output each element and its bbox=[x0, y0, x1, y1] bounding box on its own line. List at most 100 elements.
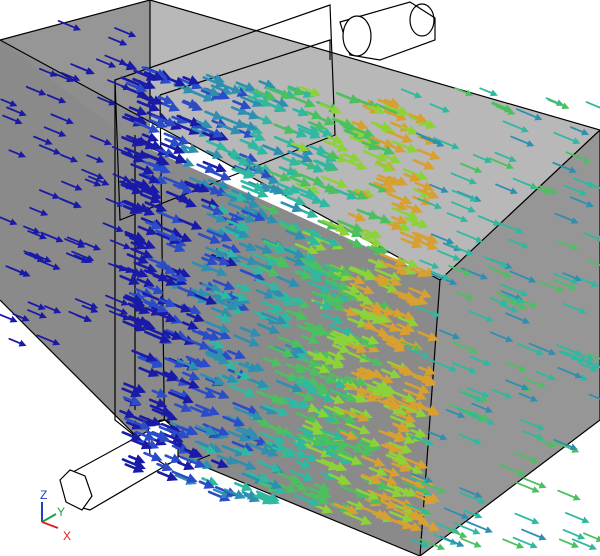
velocity-arrow bbox=[234, 446, 253, 457]
velocity-arrow bbox=[377, 174, 402, 186]
velocity-arrow bbox=[262, 252, 288, 265]
velocity-arrow bbox=[146, 154, 170, 166]
velocity-arrow bbox=[418, 365, 437, 376]
velocity-arrow bbox=[293, 376, 314, 387]
velocity-arrow bbox=[436, 522, 460, 534]
velocity-arrow bbox=[430, 270, 451, 281]
velocity-arrow bbox=[498, 222, 524, 234]
velocity-arrow bbox=[239, 326, 262, 337]
velocity-arrow bbox=[396, 322, 416, 333]
velocity-arrow bbox=[137, 225, 158, 236]
velocity-arrow bbox=[380, 334, 400, 345]
velocity-arrow bbox=[377, 399, 400, 411]
velocity-arrow bbox=[351, 308, 378, 321]
velocity-arrow bbox=[565, 151, 591, 163]
velocity-arrow bbox=[227, 430, 251, 442]
velocity-arrow bbox=[162, 369, 179, 380]
velocity-arrow bbox=[387, 130, 414, 143]
velocity-arrow bbox=[185, 355, 211, 368]
velocity-arrow bbox=[121, 200, 146, 212]
velocity-arrow bbox=[70, 63, 94, 74]
velocity-arrow bbox=[166, 427, 190, 439]
velocity-arrow bbox=[57, 20, 81, 31]
velocity-arrow bbox=[393, 422, 411, 433]
velocity-arrow bbox=[538, 280, 565, 293]
velocity-arrow bbox=[97, 96, 117, 106]
velocity-arrow bbox=[84, 242, 101, 251]
velocity-arrow bbox=[168, 391, 194, 404]
outlet-pipe-opening bbox=[409, 3, 435, 37]
velocity-arrow bbox=[181, 320, 199, 330]
velocity-arrow bbox=[258, 79, 276, 89]
velocity-arrow bbox=[400, 125, 419, 135]
velocity-arrow bbox=[105, 294, 129, 306]
velocity-arrow bbox=[124, 463, 145, 473]
velocity-arrow bbox=[221, 444, 246, 457]
velocity-arrow bbox=[287, 150, 313, 163]
velocity-arrow bbox=[278, 336, 303, 348]
velocity-arrow bbox=[486, 265, 512, 278]
velocity-arrow bbox=[197, 232, 222, 244]
velocity-arrow bbox=[451, 341, 479, 354]
velocity-arrow bbox=[518, 392, 539, 402]
velocity-vectors bbox=[0, 20, 600, 551]
velocity-arrow bbox=[417, 330, 439, 342]
velocity-arrow bbox=[180, 425, 199, 436]
velocity-arrow bbox=[401, 476, 427, 490]
velocity-arrow bbox=[509, 270, 537, 283]
velocity-arrow bbox=[322, 292, 345, 304]
velocity-arrow bbox=[156, 312, 177, 323]
velocity-arrow bbox=[198, 479, 216, 489]
velocity-arrow bbox=[234, 370, 252, 380]
velocity-arrow bbox=[214, 289, 233, 300]
velocity-arrow bbox=[183, 337, 211, 350]
velocity-arrow bbox=[265, 184, 285, 195]
velocity-arrow bbox=[166, 76, 186, 87]
velocity-arrow bbox=[61, 180, 83, 191]
velocity-arrow bbox=[335, 91, 361, 104]
velocity-arrow bbox=[233, 334, 260, 347]
velocity-arrow bbox=[205, 149, 224, 159]
velocity-arrow bbox=[326, 264, 352, 277]
velocity-arrow bbox=[285, 309, 309, 321]
velocity-arrow bbox=[217, 122, 242, 135]
velocity-arrow bbox=[398, 258, 420, 269]
velocity-arrow bbox=[510, 135, 535, 147]
velocity-arrow bbox=[124, 230, 146, 242]
velocity-arrow bbox=[0, 313, 18, 323]
velocity-arrow bbox=[491, 388, 513, 399]
velocity-arrow bbox=[254, 278, 282, 291]
velocity-arrow bbox=[458, 433, 482, 445]
velocity-arrow bbox=[226, 227, 250, 239]
velocity-arrow bbox=[143, 269, 170, 282]
velocity-arrow bbox=[136, 100, 161, 112]
velocity-arrow bbox=[253, 309, 271, 320]
velocity-arrow bbox=[515, 108, 543, 121]
velocity-arrow bbox=[333, 502, 359, 515]
velocity-arrow bbox=[81, 304, 99, 313]
velocity-arrow bbox=[190, 287, 208, 298]
velocity-arrow bbox=[417, 197, 443, 210]
velocity-arrow bbox=[260, 300, 284, 312]
velocity-arrow bbox=[442, 242, 462, 252]
velocity-arrow bbox=[418, 374, 436, 384]
velocity-arrow bbox=[207, 179, 231, 190]
velocity-arrow bbox=[288, 175, 312, 187]
velocity-arrow bbox=[253, 494, 274, 505]
velocity-arrow bbox=[285, 362, 307, 374]
velocity-arrow bbox=[391, 106, 410, 117]
velocity-arrow bbox=[382, 467, 401, 477]
edge-right-bottom bbox=[419, 419, 600, 556]
velocity-arrow bbox=[536, 437, 557, 448]
velocity-arrow bbox=[27, 309, 47, 319]
velocity-arrow bbox=[381, 443, 400, 453]
velocity-arrow bbox=[281, 446, 308, 459]
velocity-arrow bbox=[387, 430, 407, 441]
velocity-arrow bbox=[123, 199, 151, 213]
velocity-arrow bbox=[393, 364, 411, 374]
velocity-arrow bbox=[8, 337, 27, 347]
velocity-arrow bbox=[454, 290, 475, 301]
velocity-arrow bbox=[366, 245, 386, 255]
